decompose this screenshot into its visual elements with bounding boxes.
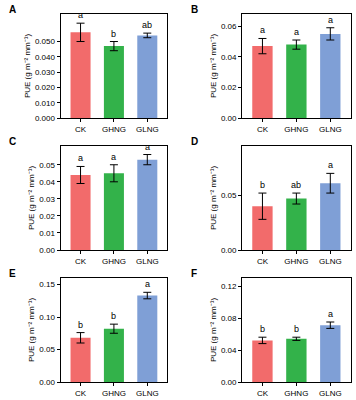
svg-text:GLNG: GLNG bbox=[136, 125, 159, 134]
svg-text:0.06: 0.06 bbox=[221, 22, 237, 31]
svg-text:0.00: 0.00 bbox=[39, 246, 55, 255]
svg-text:B: B bbox=[191, 4, 198, 15]
svg-text:0.050: 0.050 bbox=[35, 37, 56, 46]
svg-text:CK: CK bbox=[75, 125, 87, 134]
svg-text:GLNG: GLNG bbox=[319, 125, 342, 134]
svg-text:0.00: 0.00 bbox=[221, 378, 237, 387]
svg-text:CK: CK bbox=[75, 257, 87, 266]
svg-text:0.04: 0.04 bbox=[39, 178, 55, 187]
svg-text:A: A bbox=[9, 4, 16, 15]
svg-text:a: a bbox=[260, 25, 265, 35]
svg-text:0.00: 0.00 bbox=[221, 114, 237, 123]
svg-text:a: a bbox=[78, 10, 83, 20]
svg-text:GLNG: GLNG bbox=[319, 257, 342, 266]
svg-text:0.10: 0.10 bbox=[39, 313, 55, 322]
svg-text:a: a bbox=[145, 142, 150, 152]
svg-text:a: a bbox=[294, 27, 299, 37]
svg-text:0.05: 0.05 bbox=[39, 345, 55, 354]
svg-text:b: b bbox=[260, 180, 265, 190]
svg-text:CK: CK bbox=[257, 125, 269, 134]
svg-text:PUE (g m⁻² mm⁻¹): PUE (g m⁻² mm⁻¹) bbox=[27, 298, 36, 363]
svg-text:0.03: 0.03 bbox=[39, 195, 55, 204]
svg-text:E: E bbox=[9, 268, 16, 279]
svg-text:CK: CK bbox=[257, 389, 269, 398]
svg-text:a: a bbox=[328, 309, 333, 319]
svg-text:GHNG: GHNG bbox=[284, 125, 308, 134]
svg-text:PUE (g m⁻² mm⁻¹): PUE (g m⁻² mm⁻¹) bbox=[209, 298, 218, 363]
svg-text:0.08: 0.08 bbox=[221, 314, 237, 323]
svg-text:CK: CK bbox=[75, 389, 87, 398]
svg-text:a: a bbox=[78, 153, 83, 163]
svg-text:0.05: 0.05 bbox=[221, 191, 237, 200]
svg-text:0.040: 0.040 bbox=[35, 53, 56, 62]
svg-text:0.02: 0.02 bbox=[221, 83, 237, 92]
svg-text:0.020: 0.020 bbox=[35, 83, 56, 92]
svg-text:b: b bbox=[294, 324, 299, 334]
svg-text:GHNG: GHNG bbox=[284, 257, 308, 266]
svg-text:PUE (g m⁻² mm⁻¹): PUE (g m⁻² mm⁻¹) bbox=[27, 166, 36, 231]
svg-text:GLNG: GLNG bbox=[136, 257, 159, 266]
svg-text:0.04: 0.04 bbox=[221, 346, 237, 355]
svg-text:0.000: 0.000 bbox=[35, 114, 56, 123]
svg-text:b: b bbox=[111, 311, 116, 321]
svg-text:F: F bbox=[191, 268, 197, 279]
svg-text:C: C bbox=[9, 136, 16, 147]
svg-text:GLNG: GLNG bbox=[319, 389, 342, 398]
svg-text:GLNG: GLNG bbox=[136, 389, 159, 398]
svg-text:0.01: 0.01 bbox=[39, 229, 55, 238]
svg-text:0.010: 0.010 bbox=[35, 99, 56, 108]
svg-text:GHNG: GHNG bbox=[102, 257, 126, 266]
svg-text:D: D bbox=[191, 136, 198, 147]
svg-text:ab: ab bbox=[142, 20, 152, 30]
svg-text:a: a bbox=[145, 279, 150, 289]
svg-text:PUE (g m⁻² mm⁻¹): PUE (g m⁻² mm⁻¹) bbox=[209, 166, 218, 231]
svg-text:0.15: 0.15 bbox=[39, 280, 55, 289]
svg-text:0.02: 0.02 bbox=[39, 212, 55, 221]
svg-text:GHNG: GHNG bbox=[102, 389, 126, 398]
svg-text:b: b bbox=[78, 320, 83, 330]
svg-text:CK: CK bbox=[257, 257, 269, 266]
svg-text:0.00: 0.00 bbox=[39, 378, 55, 387]
svg-text:0.030: 0.030 bbox=[35, 68, 56, 77]
svg-text:PUE (g m⁻² mm⁻¹): PUE (g m⁻² mm⁻¹) bbox=[209, 34, 218, 99]
svg-text:0.00: 0.00 bbox=[221, 246, 237, 255]
svg-text:0.12: 0.12 bbox=[221, 282, 237, 291]
svg-text:GHNG: GHNG bbox=[102, 125, 126, 134]
svg-text:0.05: 0.05 bbox=[39, 161, 55, 170]
svg-text:PUE (g m⁻² mm⁻¹): PUE (g m⁻² mm⁻¹) bbox=[23, 34, 32, 99]
svg-text:b: b bbox=[111, 29, 116, 39]
svg-text:b: b bbox=[260, 324, 265, 334]
svg-text:ab: ab bbox=[291, 180, 301, 190]
svg-text:0.04: 0.04 bbox=[221, 53, 237, 62]
svg-text:a: a bbox=[111, 152, 116, 162]
svg-text:a: a bbox=[328, 160, 333, 170]
svg-text:a: a bbox=[328, 15, 333, 25]
svg-text:GHNG: GHNG bbox=[284, 389, 308, 398]
